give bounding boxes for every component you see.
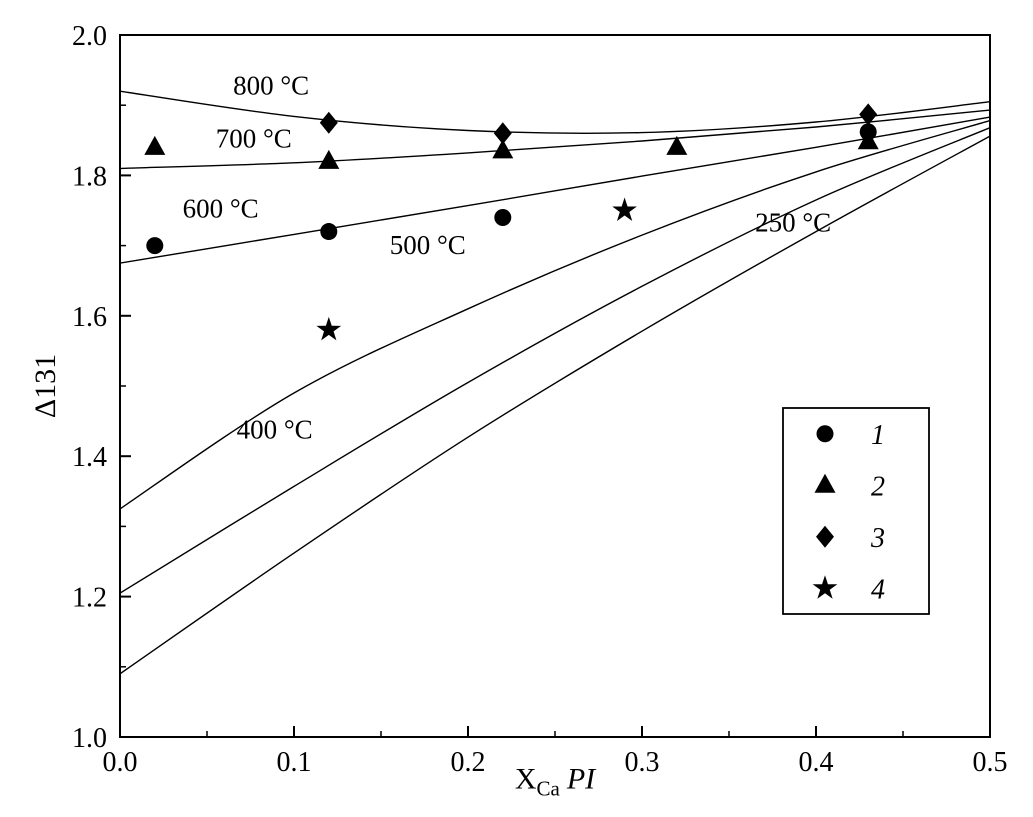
y-tick-label: 1.2 [72,583,107,614]
diamond-marker [319,111,338,134]
circle-marker [320,223,338,241]
diamond-marker [493,122,512,145]
curve-label: 400 °C [237,415,313,445]
star-marker [612,197,637,222]
isotherm-curve [119,119,991,510]
y-tick-label: 2.0 [72,21,107,52]
y-tick-label: 1.4 [72,442,107,473]
x-tick-label: 0.3 [625,747,660,778]
y-axis-label: Δ131 [29,353,62,419]
triangle-marker [492,139,514,159]
legend-marker-circle [816,425,834,443]
triangle-marker [144,135,166,155]
circle-marker [146,237,164,255]
circle-marker [494,209,512,227]
curve-label: 800 °C [233,71,309,101]
diamond-marker [859,103,878,126]
legend-marker-star [812,575,838,599]
curve-label: 500 °C [390,230,466,260]
isotherm-curve [119,109,991,170]
legend-marker-diamond [816,525,834,548]
x-axis-label-subscript: Ca [536,776,560,801]
x-tick-label: 0.2 [451,747,486,778]
triangle-marker [857,130,879,150]
isotherm-curve [119,116,991,264]
x-axis-label-variable: PI [566,762,596,796]
x-tick-label: 0.0 [103,747,138,778]
curve-label: 700 °C [216,123,292,153]
isotherm-curve [119,90,991,134]
y-tick-label: 1.8 [72,161,107,192]
legend: 1 2 3 4 [782,407,930,615]
y-tick-label: 1.6 [72,302,107,333]
legend-label: 3 [870,523,885,554]
x-axis-label-symbol: X [514,762,537,796]
isotherm-curves: 800 °C 700 °C 600 °C 500 °C 400 °C 250 °C [119,71,991,675]
x-tick-label: 0.5 [973,747,1008,778]
x-tick-label: 0.1 [277,747,312,778]
legend-box [782,407,930,615]
axis-ticks: 0.0 0.1 0.2 0.3 0.4 0.5 1.0 1.2 1.4 1.6 1.8 2.0 [72,21,1008,778]
x-tick-label: 0.4 [799,747,834,778]
curve-label: 250 °C [755,208,831,238]
star-marker [316,316,342,341]
legend-label: 2 [871,471,885,502]
isotherm-curve [119,127,991,594]
data-points [144,103,879,341]
legend-label: 4 [871,574,885,605]
y-tick-label: 1.0 [72,723,107,754]
x-axis-label: XCa PI [515,763,595,802]
legend-label: 1 [871,420,885,451]
isotherm-curve [119,135,991,675]
triangle-marker [318,149,340,169]
triangle-marker [666,135,688,155]
curve-label: 600 °C [183,194,259,224]
legend-marker-triangle [814,473,836,493]
